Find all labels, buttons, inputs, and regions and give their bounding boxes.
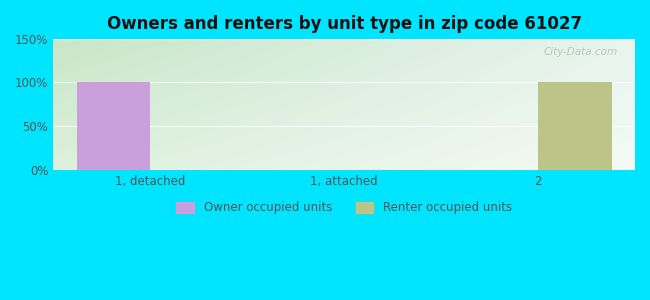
Legend: Owner occupied units, Renter occupied units: Owner occupied units, Renter occupied un… [172, 196, 517, 219]
Text: City-Data.com: City-Data.com [543, 46, 618, 57]
Bar [77, 82, 150, 170]
Title: Owners and renters by unit type in zip code 61027: Owners and renters by unit type in zip c… [107, 15, 582, 33]
Bar [538, 82, 612, 170]
